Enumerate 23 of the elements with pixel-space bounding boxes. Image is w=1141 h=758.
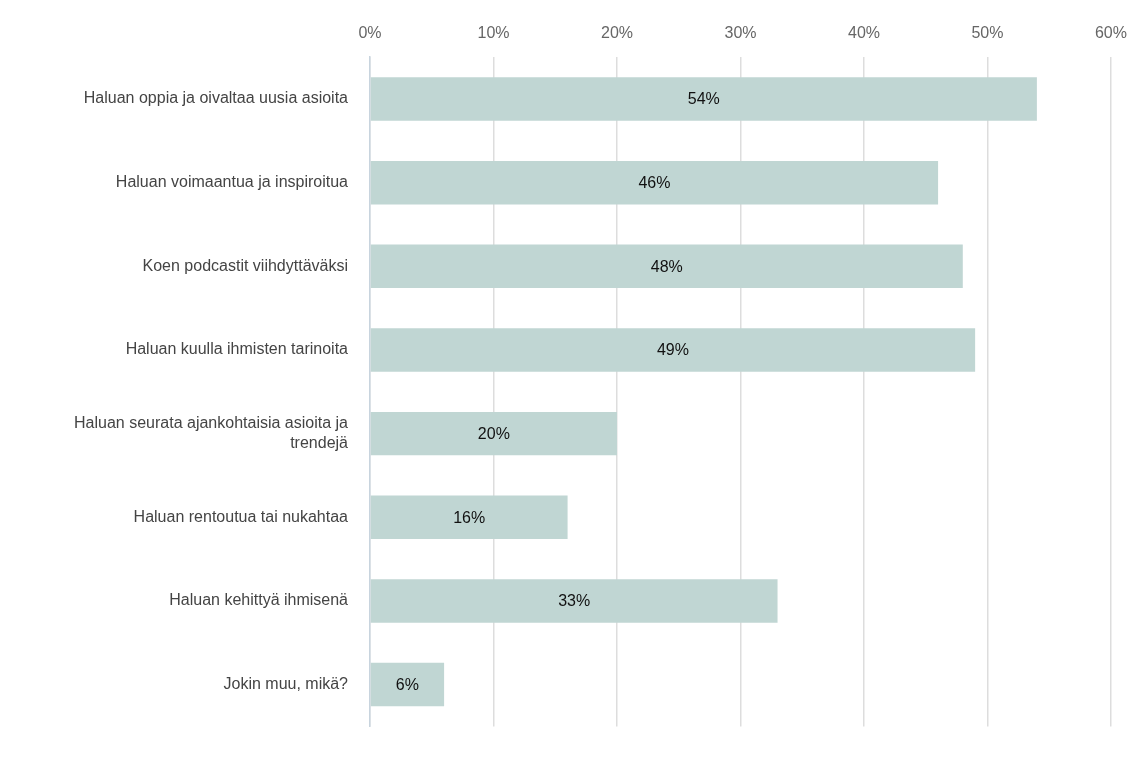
y-tick-label: Haluan rentoutua tai nukahtaa (133, 507, 349, 525)
y-tick-label: Haluan kuulla ihmisten tarinoita (125, 340, 349, 358)
y-tick-label: Jokin muu, mikä? (223, 674, 349, 692)
x-tick-label: 60% (1094, 24, 1127, 42)
x-tick-label: 30% (724, 24, 757, 42)
data-label: 33% (558, 592, 591, 610)
x-tick-label: 50% (971, 24, 1004, 42)
data-label: 20% (477, 425, 510, 443)
x-tick-label: 20% (600, 24, 634, 42)
data-label: 54% (687, 90, 720, 108)
x-tick-label: 40% (847, 24, 881, 42)
y-tick-label: Haluan kehittyä ihmisenä (169, 591, 349, 609)
data-label: 48% (650, 257, 683, 275)
data-label: 49% (656, 341, 689, 359)
y-tick-label: Koen podcastit viihdyttäväksi (142, 256, 348, 274)
data-label: 16% (453, 508, 486, 526)
data-label: 6% (395, 675, 419, 693)
x-tick-label: 10% (477, 24, 510, 42)
y-tick-label: Haluan seurata ajankohtaisia asioita ja trendejä (74, 414, 349, 451)
data-label: 46% (638, 174, 671, 192)
x-tick-label: 0% (358, 24, 382, 42)
y-tick-label: Haluan oppia ja oivaltaa uusia asioita (83, 89, 349, 107)
y-tick-label: Haluan voimaantua ja inspiroitua (115, 173, 349, 191)
